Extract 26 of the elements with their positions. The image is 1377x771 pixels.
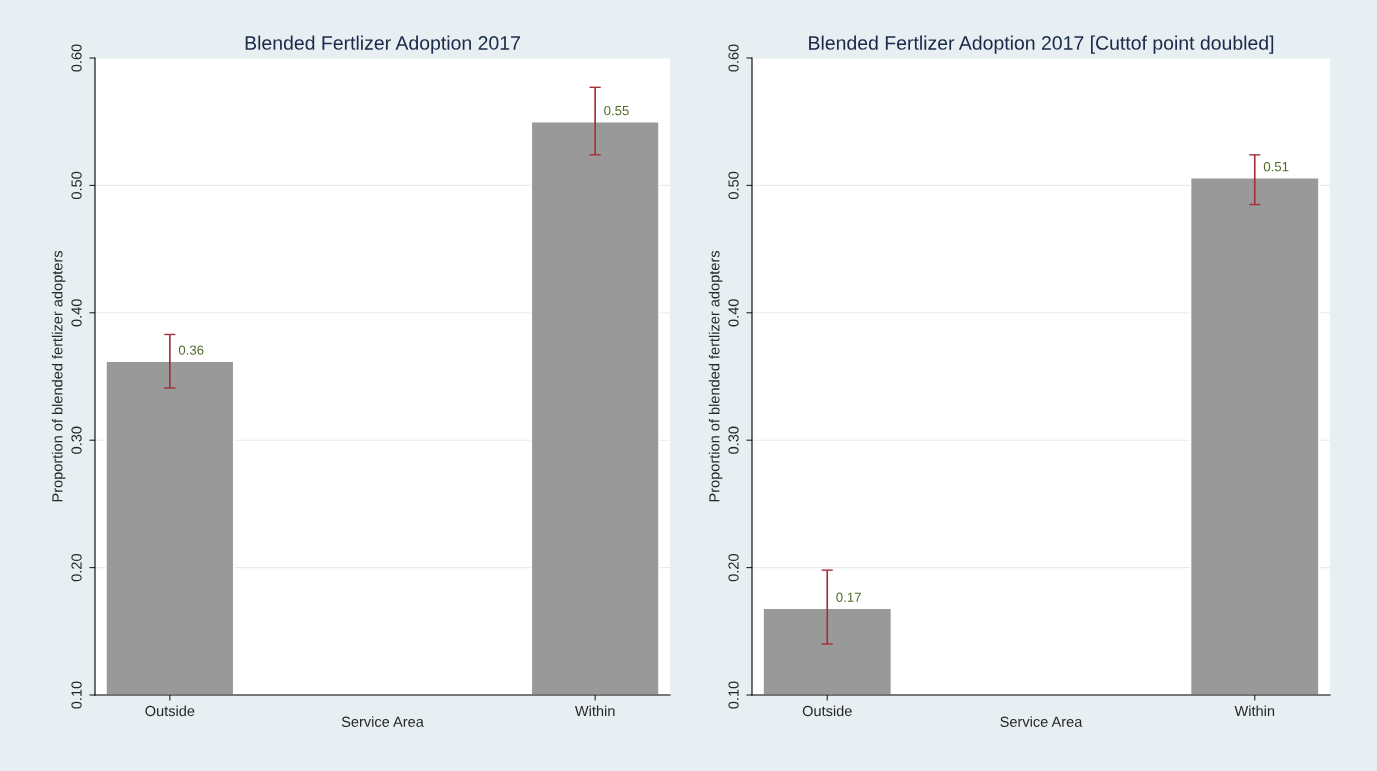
y-axis-title: Proportion of blended fertlizer adopters [708,250,723,502]
y-axis-title: Proportion of blended fertlizer adopters [51,250,66,502]
x-tick-label: Within [1234,705,1275,717]
y-tick-label: 0.30 [728,426,739,454]
chart-title: Blended Fertlizer Adoption 2017 [Cuttof point doubled] [809,35,1274,54]
y-tick-label: 0.10 [728,681,739,709]
x-tick-label: Outside [145,705,195,717]
y-tick-label: 0.20 [71,553,82,582]
y-tick-label: 0.60 [71,44,82,72]
y-tick-label: 0.30 [71,426,82,454]
y-tick-label: 0.10 [71,681,82,709]
y-tick-label: 0.20 [728,553,739,582]
x-axis-title: Service Area [1000,716,1083,727]
x-tick-label: Within [574,705,615,717]
chart-title: Blended Fertlizer Adoption 2017 [245,35,520,54]
y-tick-label: 0.40 [728,299,739,327]
x-tick-label: Outside [802,705,852,717]
data-label: 0.36 [178,345,204,355]
y-tick-label: 0.40 [71,299,82,327]
y-tick-label: 0.60 [728,44,739,72]
data-label: 0.55 [604,105,629,116]
y-tick-label: 0.50 [71,171,82,200]
y-tick-label: 0.50 [728,171,739,200]
data-label: 0.51 [1263,161,1289,172]
x-axis-title: Service Area [341,716,424,727]
data-label: 0.17 [836,592,861,602]
